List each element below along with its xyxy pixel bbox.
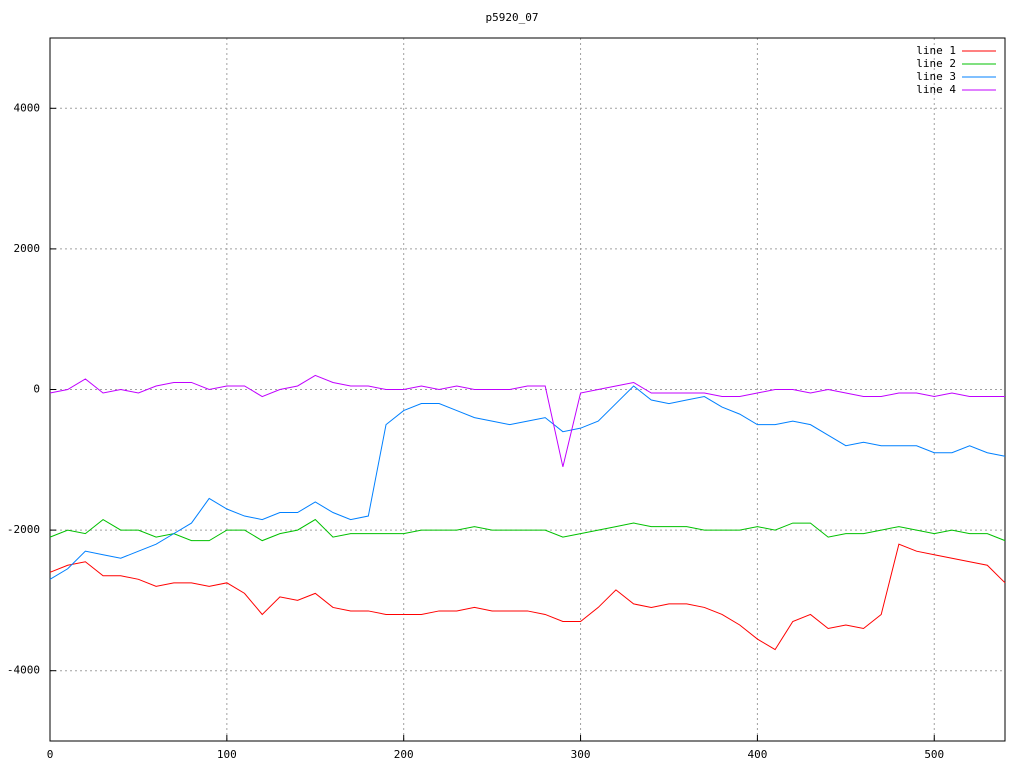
x-tick-label: 100 <box>217 748 237 761</box>
x-tick-label: 500 <box>924 748 944 761</box>
plot-frame <box>49 37 1006 742</box>
data-line <box>49 385 1006 580</box>
data-line <box>49 518 1006 542</box>
x-tick-label: 400 <box>747 748 767 761</box>
y-tick-label: 4000 <box>14 101 41 114</box>
y-tick-label: -2000 <box>7 523 40 536</box>
x-tick-label: 0 <box>47 748 54 761</box>
legend-label: line 2 <box>916 57 956 70</box>
x-tick-label: 200 <box>394 748 414 761</box>
legend-label: line 3 <box>916 70 956 83</box>
data-line <box>49 543 1006 651</box>
x-tick-label: 300 <box>571 748 591 761</box>
y-tick-label: 2000 <box>14 242 41 255</box>
y-tick-label: -4000 <box>7 664 40 677</box>
data-line <box>49 374 1005 467</box>
y-tick-label: 0 <box>33 383 40 396</box>
legend-label: line 4 <box>916 83 956 96</box>
chart-title: p5920_07 <box>486 11 539 24</box>
legend-label: line 1 <box>916 44 956 57</box>
